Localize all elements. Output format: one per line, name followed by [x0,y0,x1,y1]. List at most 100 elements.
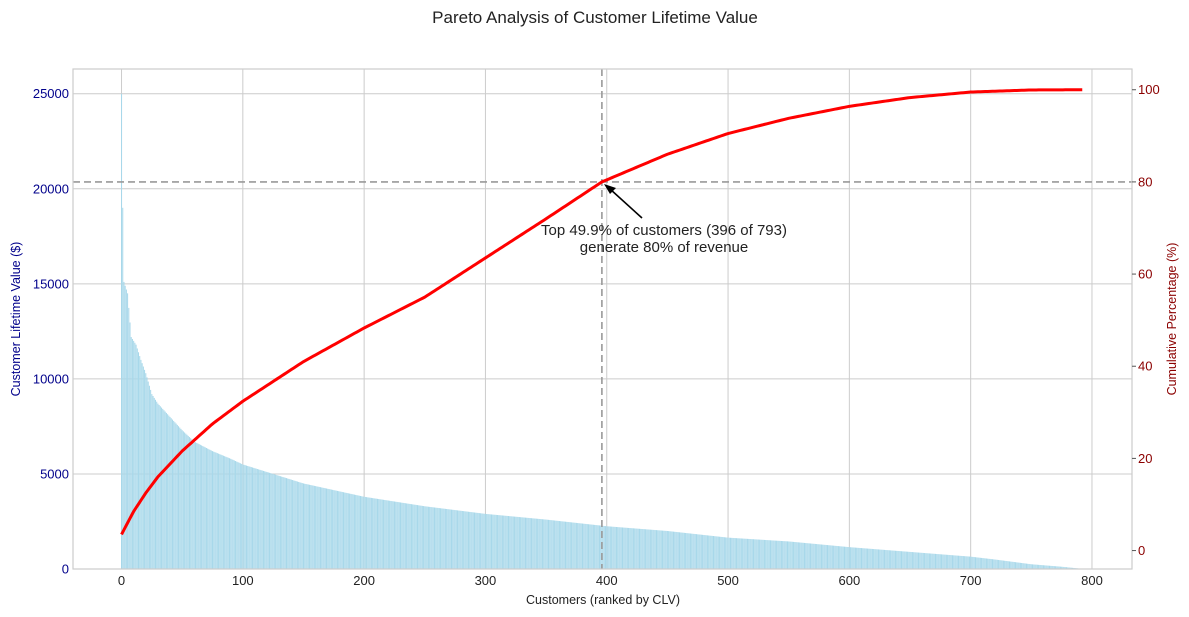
clv-bar [755,539,757,569]
clv-bar [847,547,849,569]
clv-bar [867,548,869,569]
clv-bar [712,536,715,569]
clv-bar [796,542,798,569]
clv-bar [903,551,905,569]
clv-bar [548,519,550,569]
clv-bar [169,416,171,569]
clv-bar [884,549,886,569]
clv-bar [522,517,524,569]
clv-bar [191,439,193,569]
clv-bar [159,406,161,569]
clv-bar [561,521,563,569]
clv-bar [407,503,409,569]
clv-bar [409,503,411,569]
clv-bar [930,553,932,569]
clv-bar [637,528,639,569]
clv-bar [293,480,295,569]
clv-bar [937,554,939,569]
clv-bar [459,510,461,569]
clv-bar [1047,565,1049,569]
clv-bar [1012,561,1014,569]
clv-bar [520,517,522,569]
clv-bar [888,550,890,569]
clv-bar [410,504,412,569]
clv-bar [474,512,476,569]
clv-bar [243,464,245,569]
clv-bar [437,507,439,569]
clv-bar [406,503,408,569]
annotation-line-1: Top 49.9% of customers (396 of 793) [541,222,787,239]
clv-bar [472,512,474,569]
clv-bar [750,539,752,569]
clv-bar [283,477,285,569]
clv-bar [550,520,552,569]
clv-bar [619,527,621,569]
clv-bar [252,467,254,569]
clv-bar [192,440,194,569]
clv-bar [805,543,807,569]
clv-bar [242,464,244,569]
clv-bar [288,478,290,569]
clv-bar [281,476,283,569]
clv-bar [921,552,923,569]
y-tick-label-left: 25000 [33,86,69,101]
clv-bar [350,493,352,569]
clv-bar [981,557,983,569]
clv-bar [426,506,428,569]
clv-bar [679,532,681,569]
clv-bar [256,469,258,569]
clv-bar [1019,562,1021,569]
clv-bar [725,537,727,569]
clv-bar [823,544,825,569]
clv-bar [761,539,763,569]
clv-bar [488,514,490,569]
clv-bar [800,542,802,569]
clv-bar [228,458,231,569]
clv-bar [224,456,226,569]
clv-bar [795,542,797,569]
clv-bar [614,526,616,569]
clv-bar [1013,562,1015,569]
clv-bar [366,497,368,569]
clv-bar [551,520,553,569]
clv-bar [498,515,500,569]
annotation-group: Top 49.9% of customers (396 of 793) gene… [541,184,787,256]
clv-bar [839,546,841,569]
clv-bar [845,546,847,569]
clv-bar [813,543,815,569]
clv-bar [467,511,469,569]
clv-bar [385,500,387,569]
clv-bar [178,426,180,569]
clv-bar [595,525,597,569]
clv-bar [665,530,667,569]
clv-bar [859,547,861,569]
clv-bar [726,537,728,569]
clv-bar [470,512,472,569]
clv-bar [688,533,690,569]
clv-bar [270,473,272,569]
clv-bar [611,526,613,569]
clv-bar [968,556,970,569]
clv-bar [215,452,217,569]
clv-bar [757,539,759,569]
clv-bar [989,558,991,569]
clv-bar [419,505,421,569]
clv-bar [814,543,816,569]
clv-bar [1045,565,1047,569]
clv-bar [885,549,887,569]
clv-bar [524,517,526,569]
clv-bar [358,495,360,569]
clv-bar [450,509,452,569]
clv-bar [175,423,177,569]
clv-bar [523,517,525,569]
clv-bar [285,478,288,569]
clv-bar [233,460,235,569]
clv-bar [1038,564,1040,569]
clv-bar [697,534,699,569]
clv-bar [652,529,654,569]
clv-bar [722,537,724,569]
clv-bar [907,551,909,569]
clv-bar [649,529,651,569]
clv-bar [760,539,762,569]
clv-bar [250,467,252,569]
